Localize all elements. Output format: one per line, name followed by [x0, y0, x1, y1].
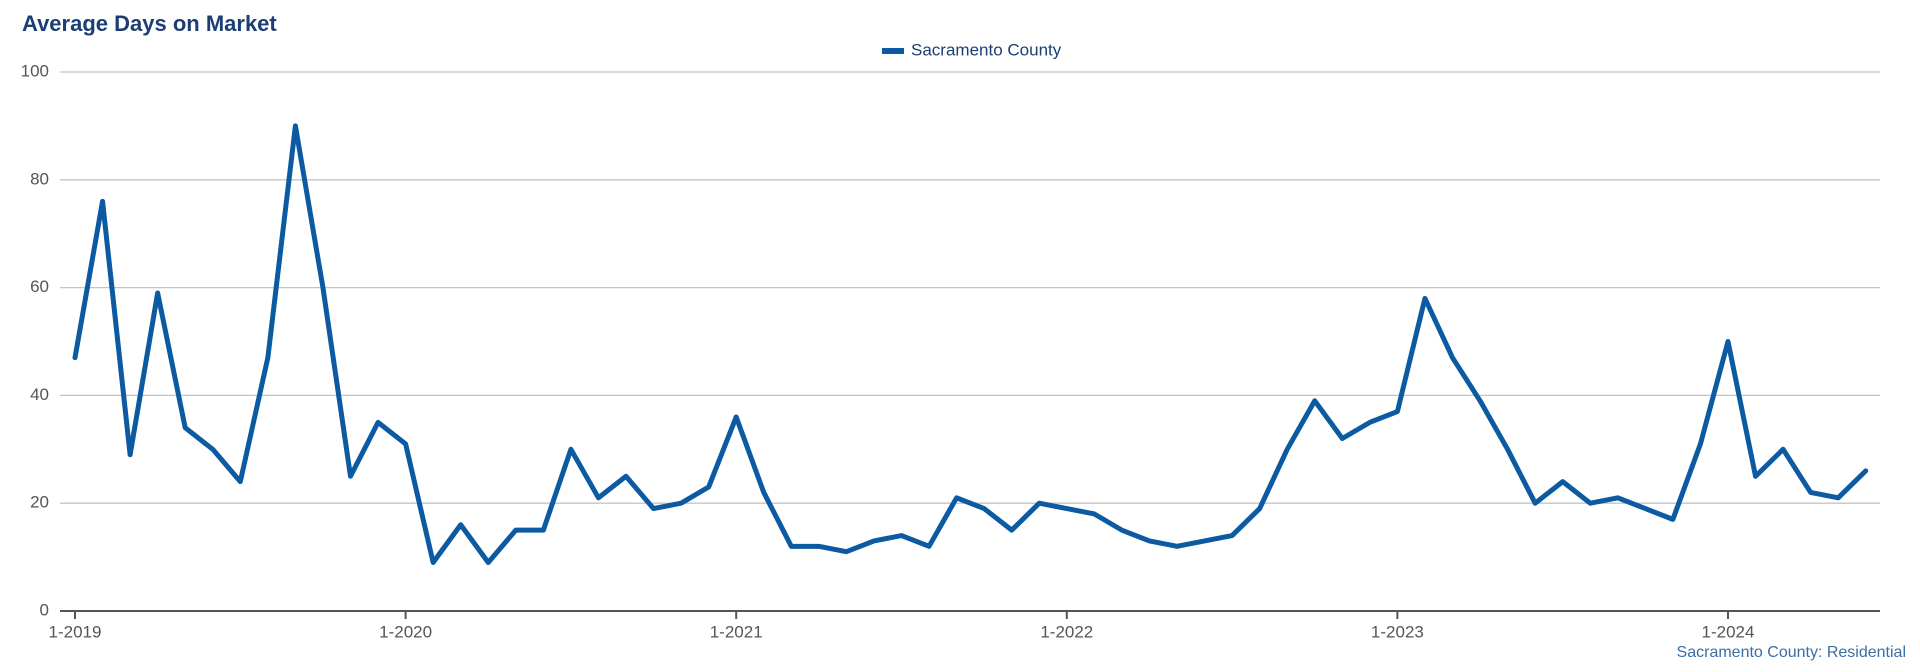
y-tick-label: 40 [30, 385, 49, 404]
credit: Sacramento County: Residential [1677, 644, 1906, 661]
y-tick-label: 20 [30, 493, 49, 512]
y-tick-label: 100 [21, 61, 49, 80]
x-tick-label: 1-2020 [379, 622, 432, 641]
line [72, 123, 1869, 565]
y-tick-label: 60 [30, 277, 49, 296]
x-tick-label: 1-2021 [710, 622, 763, 641]
y-tick-label: 0 [40, 600, 49, 619]
x-tick-label: 1-2022 [1040, 622, 1093, 641]
legend-label: Sacramento County [911, 40, 1062, 59]
y-tick-label: 80 [30, 169, 49, 188]
x-tick-label: 1-2023 [1371, 622, 1424, 641]
chart-title: Average Days on Market [22, 11, 277, 36]
x-tick-label: 1-2024 [1702, 622, 1755, 641]
x-tick-label: 1-2019 [49, 622, 102, 641]
